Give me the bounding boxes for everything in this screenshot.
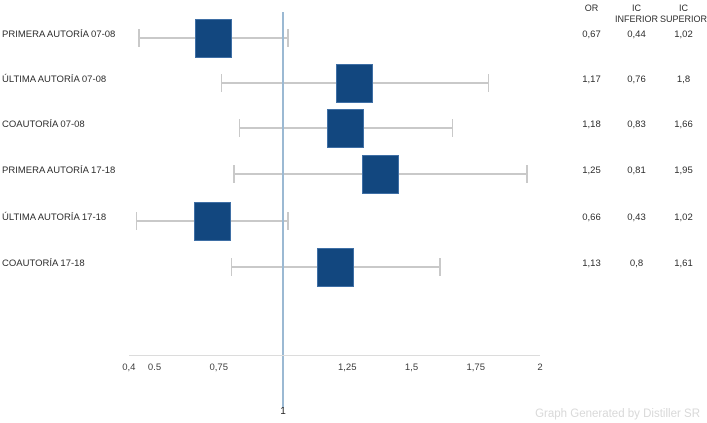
or-box-marker [193,201,231,241]
x-tick-label: 2 [537,362,543,373]
ci-upper-cap [287,212,289,230]
ic-inferior-value: 0,76 [627,74,646,85]
x-tick-label: 1,75 [466,362,486,373]
reference-line [282,12,284,408]
ci-lower-cap [233,165,235,183]
column-header-ic-inferior-line2: INFERIOR [614,14,658,24]
ic-superior-value: 1,61 [674,258,693,269]
or-value: 1,25 [582,165,601,176]
x-tick-label: 0,75 [209,362,229,373]
ci-lower-cap [138,29,140,47]
column-header-ic-inferior-line1: IC [632,3,641,13]
column-header-or: OR [562,3,622,14]
ic-superior-value: 1,02 [674,212,693,223]
x-tick-label: 1,5 [404,362,419,373]
column-header-ic-inferior: IC INFERIOR [607,3,667,25]
reference-line-label: 1 [280,406,286,417]
ic-inferior-value: 0,81 [627,165,646,176]
or-value: 0,66 [582,212,601,223]
ic-superior-value: 1,66 [674,119,693,130]
ci-lower-cap [135,212,138,230]
ci-lower-cap [230,258,233,276]
ci-lower-cap [220,74,223,92]
ci-lower-cap [238,119,241,137]
ic-superior-value: 1,95 [674,165,693,176]
x-tick-label: 0.5 [147,362,162,373]
row-label: COAUTORÍA 17-18 [2,258,85,269]
or-value: 1,13 [582,258,601,269]
or-value: 1,18 [582,119,601,130]
or-box-marker [195,18,233,58]
ic-inferior-value: 0,83 [627,119,646,130]
or-box-marker [327,108,365,148]
x-axis-line [128,355,540,356]
ic-inferior-value: 0,43 [627,212,646,223]
ic-inferior-value: 0,44 [627,29,646,40]
or-value: 0,67 [582,29,601,40]
ci-upper-cap [451,119,454,137]
ci-upper-cap [526,165,528,183]
ci-upper-cap [439,258,441,276]
x-tick-label: 0,4 [122,362,136,373]
row-label: ÚLTIMA AUTORÍA 07-08 [2,74,107,85]
ic-superior-value: 1,8 [676,74,691,85]
ic-superior-value: 1,02 [674,29,693,40]
column-header-or-label: OR [584,3,599,13]
or-value: 1,17 [582,74,601,85]
or-box-marker [362,154,400,194]
row-label: COAUTORÍA 07-08 [2,119,85,130]
column-header-ic-superior-line1: IC [679,3,688,13]
watermark: Graph Generated by Distiller SR [535,408,700,420]
column-header-ic-superior-line2: SUPERIOR [659,14,707,24]
ci-upper-cap [287,29,289,47]
or-box-marker [317,247,355,287]
row-label: PRIMERA AUTORÍA 17-18 [2,165,116,176]
column-header-ic-superior: IC SUPERIOR [654,3,707,25]
row-label: ÚLTIMA AUTORÍA 17-18 [2,212,107,223]
ci-upper-cap [487,74,490,92]
ic-inferior-value: 0,8 [629,258,644,269]
x-tick-label: 1,25 [338,362,357,373]
row-label: PRIMERA AUTORÍA 07-08 [2,29,116,40]
or-box-marker [336,63,374,103]
